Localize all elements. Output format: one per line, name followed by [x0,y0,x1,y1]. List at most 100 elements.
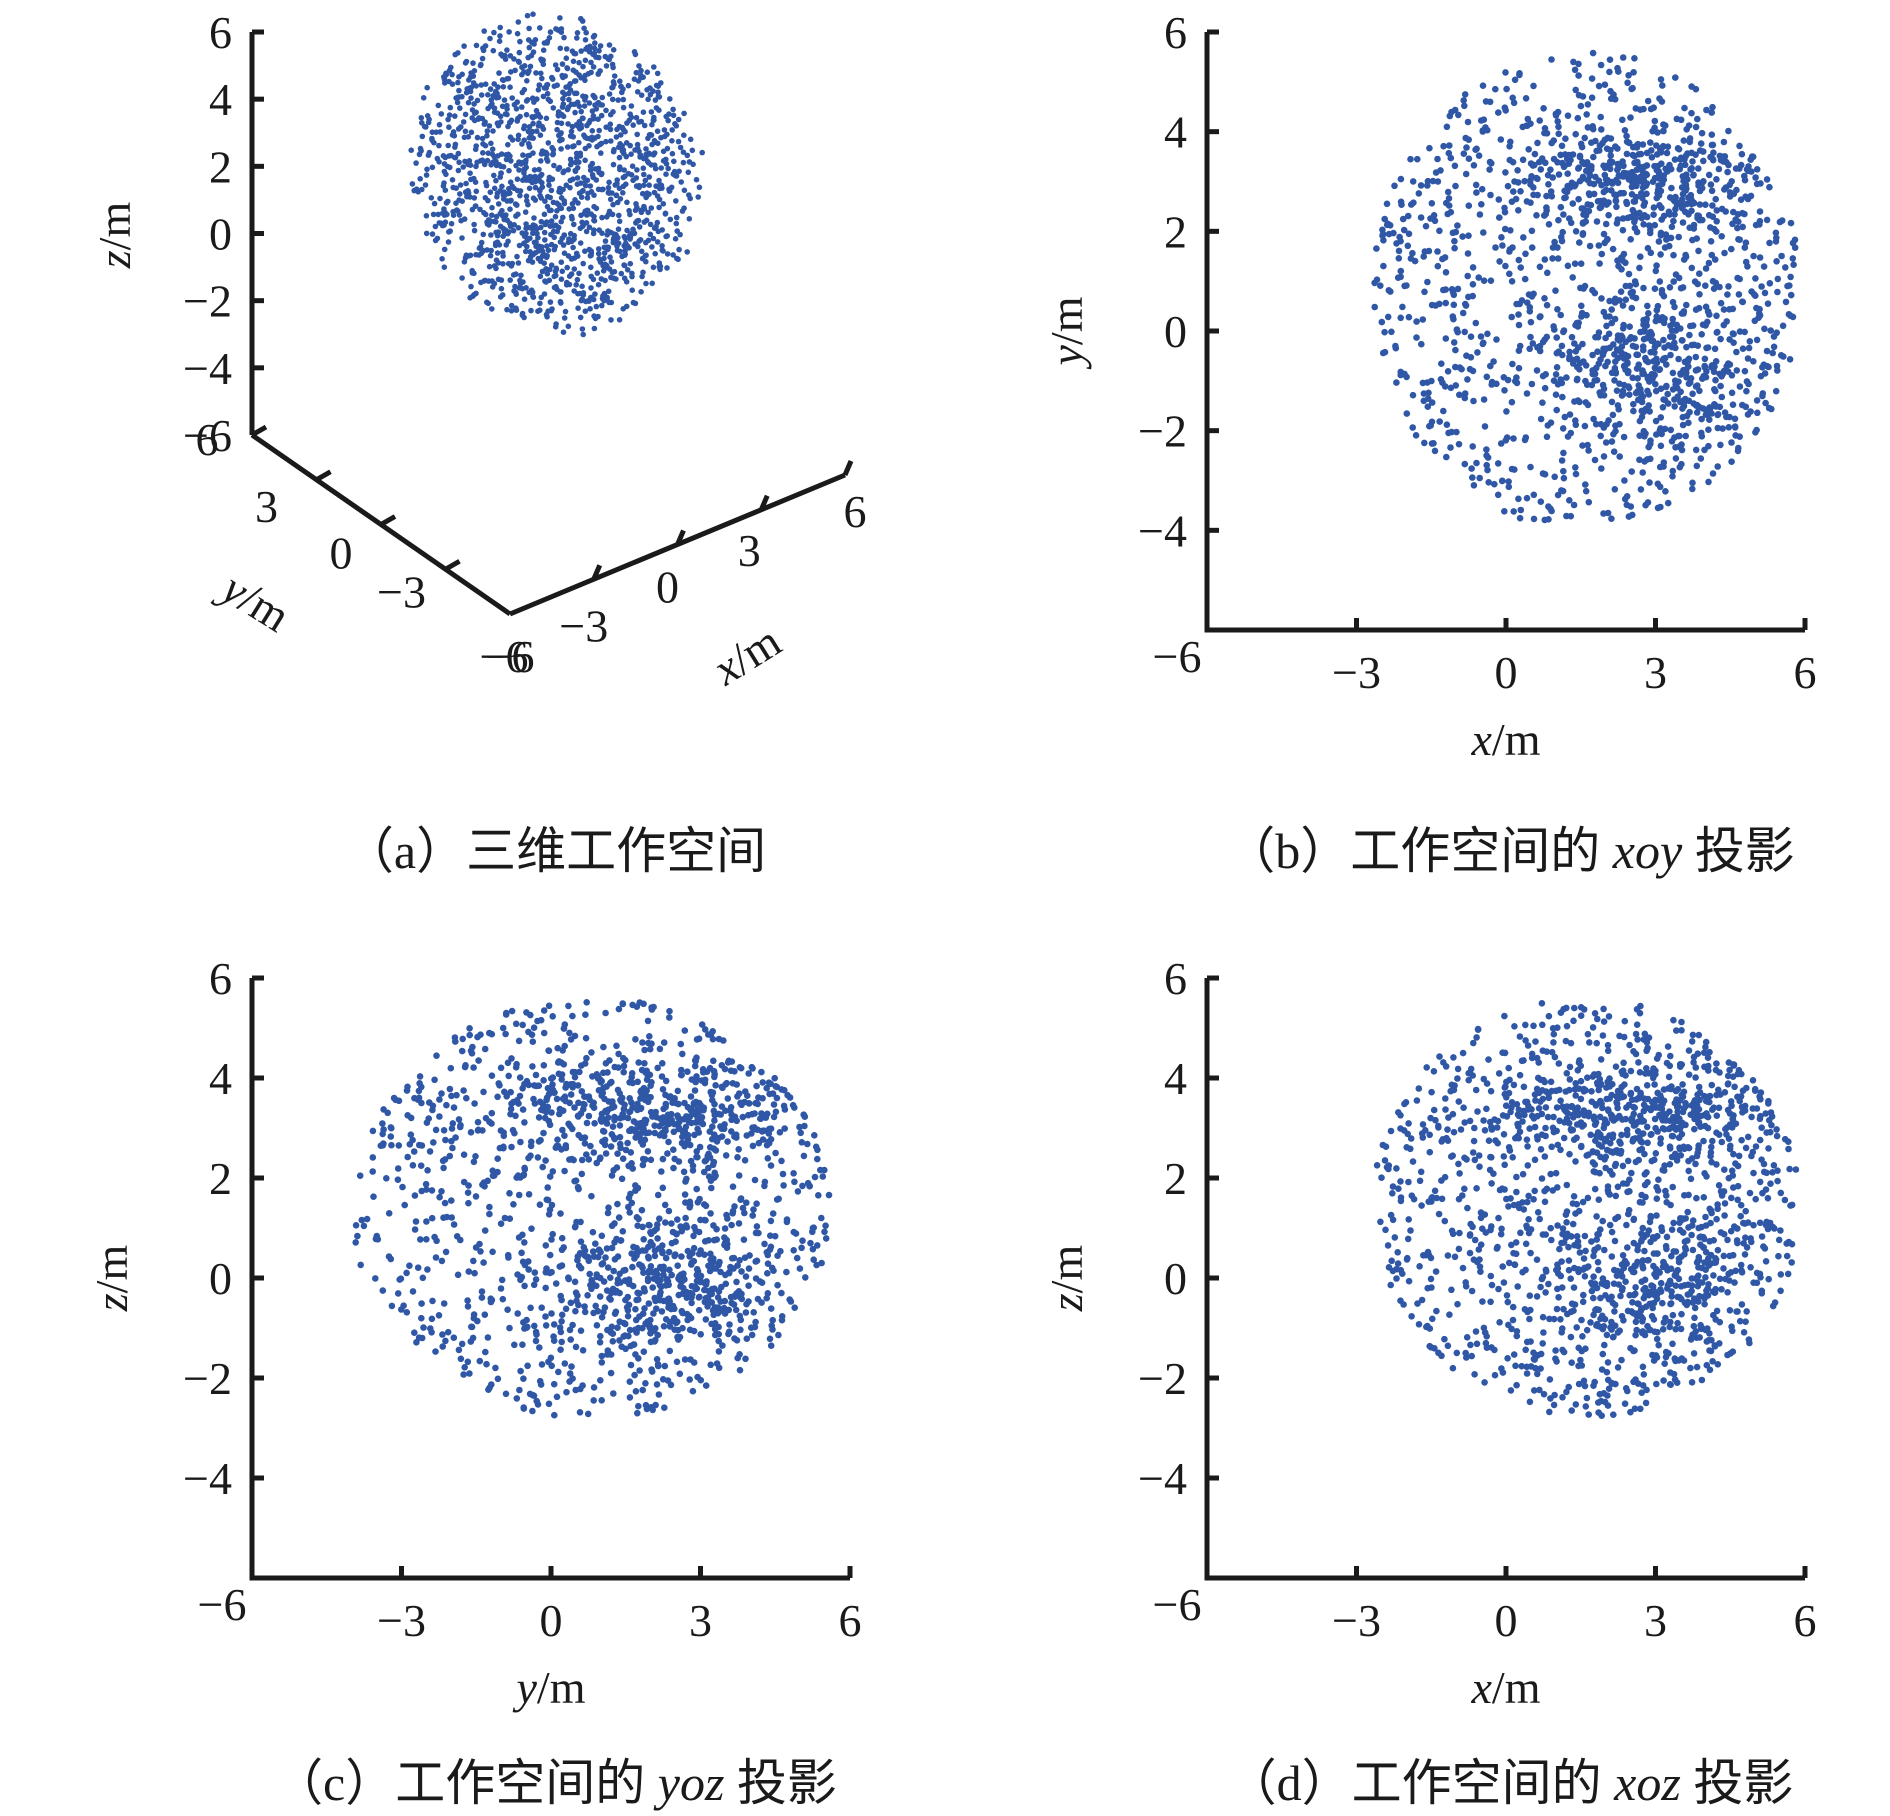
data-point [1417,214,1425,221]
data-point [1658,290,1666,297]
data-point [1613,346,1621,353]
data-point [516,242,523,249]
data-point [748,1130,755,1137]
data-point [1517,506,1525,514]
data-point [1690,199,1697,206]
z-tick-label: 0 [209,209,232,260]
data-point [542,1242,550,1249]
data-point [1573,376,1581,384]
data-point [663,161,670,167]
data-point [537,300,543,307]
data-point [449,71,455,78]
data-point [1592,420,1600,428]
data-point [380,1126,387,1133]
data-point [1462,170,1470,178]
data-point [626,207,632,214]
x-tick-label: 3 [1644,647,1667,698]
data-point [1769,349,1776,357]
data-point [658,1308,666,1315]
data-point [531,1269,539,1276]
data-point [578,48,584,54]
data-point [1714,411,1722,418]
data-point [1501,104,1509,111]
data-point [575,305,581,312]
data-point [604,1264,612,1271]
data-point [1752,275,1759,282]
data-point [484,128,491,134]
data-point [524,1323,531,1331]
data-point [578,194,585,200]
data-point [440,183,447,189]
data-point [634,167,640,173]
data-point [641,1046,648,1054]
scatter-points [352,999,833,1419]
data-point [437,129,444,135]
data-point [1631,159,1638,167]
data-point [487,189,494,195]
data-point [546,35,553,41]
data-point [665,1138,672,1146]
data-point [660,1105,667,1113]
data-point [539,179,545,186]
data-point [423,172,430,178]
data-point [595,246,602,252]
data-point [1586,179,1594,187]
data-point [529,1391,536,1399]
data-point [599,1089,607,1097]
data-point [668,1271,675,1279]
data-point [634,131,640,138]
data-point [582,178,589,184]
data-point [709,1028,716,1035]
data-point [678,1253,685,1260]
data-point [1509,360,1516,368]
data-point [352,1239,360,1246]
data-point [1683,301,1690,309]
data-point [520,152,526,158]
data-point [643,239,649,246]
data-point [1660,336,1667,344]
data-point [540,1077,547,1084]
data-point [1528,227,1536,235]
data-point [769,1210,777,1217]
data-point [578,180,584,186]
data-point [1664,499,1672,507]
data-point [1442,335,1450,342]
data-point [1611,191,1618,198]
data-point [1634,178,1641,186]
data-point [519,1341,526,1348]
data-point [621,275,628,282]
data-point [514,118,521,124]
data-point [1744,411,1752,418]
data-point [506,1215,514,1222]
data-point [1640,346,1647,354]
data-point [491,81,498,87]
data-point [1660,463,1667,470]
data-point [486,123,493,129]
data-point [554,208,560,214]
data-point [560,96,566,102]
data-point [543,1094,551,1101]
data-point [560,329,567,336]
data-point [615,234,621,241]
data-point [501,97,508,103]
data-point [1628,468,1635,475]
data-point [1627,114,1634,121]
data-point [496,1144,504,1152]
data-point [1424,403,1432,411]
data-point [1516,342,1524,350]
data-point [1708,187,1716,195]
data-point [598,140,605,147]
data-point [462,111,469,118]
data-point [1633,365,1641,372]
data-point [654,1331,661,1339]
data-point [394,1165,402,1172]
data-point [499,207,505,214]
data-point [620,1054,627,1062]
data-point [620,306,626,312]
data-point [1464,376,1471,383]
data-point [1689,158,1696,165]
data-point [709,1096,716,1104]
data-point [1479,340,1487,348]
data-point [641,219,648,225]
data-point [715,1323,722,1331]
